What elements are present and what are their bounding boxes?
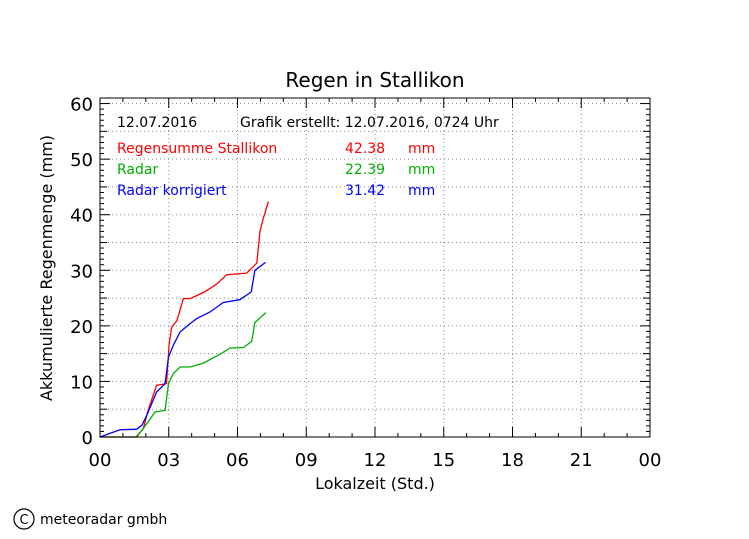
legend-label: Radar — [117, 162, 158, 178]
y-tick-label: 60 — [70, 95, 93, 116]
series-line-radar — [100, 312, 267, 438]
x-tick-label: 12 — [364, 450, 387, 471]
x-tick-label: 06 — [226, 450, 249, 471]
x-tick-label: 00 — [639, 450, 662, 471]
legend-label: Radar korrigiert — [117, 183, 227, 199]
plot-frame — [99, 97, 651, 438]
copyright-icon — [13, 508, 35, 530]
y-tick-label: 20 — [70, 317, 93, 338]
legend-unit: mm — [408, 141, 435, 157]
x-tick-label: 15 — [432, 450, 455, 471]
legend-unit: mm — [408, 162, 435, 178]
y-tick-label: 0 — [82, 428, 93, 449]
legend-label: Regensumme Stallikon — [117, 141, 277, 157]
legend: Regensumme Stallikon 42.38 mm Radar 22.39 mm R… — [117, 141, 435, 199]
copyright-c: C — [19, 513, 28, 528]
series-line-regensumme-stallikon — [100, 201, 270, 438]
legend-total: 31.42 — [345, 183, 385, 199]
y-tick-label: 40 — [70, 206, 93, 227]
grid — [100, 98, 650, 437]
x-axis-label: Lokalzeit (Std.) — [315, 474, 435, 493]
x-tick-label: 00 — [89, 450, 112, 471]
ticks: 0 10 20 30 40 50 60 00 03 06 09 12 15 18 21 00 — [70, 95, 661, 471]
series-lines — [99, 201, 270, 438]
legend-unit: mm — [408, 183, 435, 199]
chart-title: Regen in Stallikon — [285, 68, 464, 92]
info-date: 12.07.2016 — [117, 115, 197, 131]
legend-total: 42.38 — [345, 141, 385, 157]
series-line-radar-korrigiert — [99, 261, 266, 438]
y-tick-label: 10 — [70, 372, 93, 393]
y-tick-label: 30 — [70, 261, 93, 282]
x-tick-label: 09 — [295, 450, 318, 471]
info-created: Grafik erstellt: 12.07.2016, 0724 Uhr — [240, 115, 499, 131]
y-tick-label: 50 — [70, 150, 93, 171]
x-tick-label: 18 — [501, 450, 524, 471]
footer-company: meteoradar gmbh — [40, 512, 167, 528]
legend-total: 22.39 — [345, 162, 385, 178]
y-axis-label: Akkumulierte Regenmenge (mm) — [37, 135, 56, 401]
x-tick-label: 03 — [157, 450, 180, 471]
x-tick-label: 21 — [570, 450, 593, 471]
